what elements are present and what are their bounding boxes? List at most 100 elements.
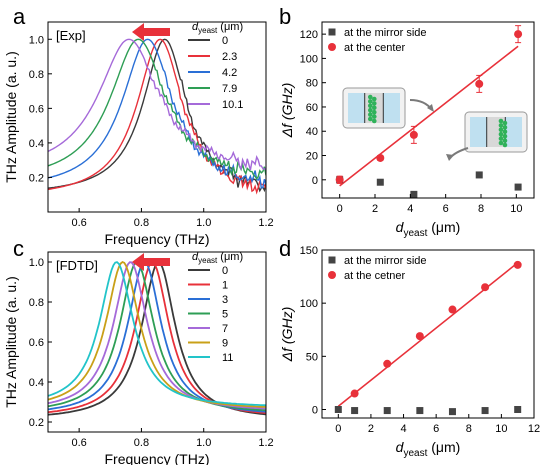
data-point-square	[481, 407, 489, 415]
panel-letter: a	[13, 4, 26, 29]
x-label-sub: yeast	[403, 228, 427, 239]
legend-label: 7	[222, 323, 228, 335]
y-tick-label: 0.6	[29, 103, 44, 115]
y-tick-label: 60	[306, 102, 318, 114]
plot-area	[48, 38, 266, 195]
plot-frame	[321, 249, 535, 419]
x-tick-label: 12	[528, 423, 540, 435]
data-point-circle	[376, 153, 385, 162]
legend-title-var: d	[192, 21, 199, 33]
legend-title-sub: yeast	[198, 26, 218, 35]
series-line-5	[48, 260, 266, 412]
yeast-cell	[367, 94, 373, 100]
yeast-cell	[502, 125, 508, 130]
x-tick-label: 8	[478, 203, 484, 215]
yeast-cell	[371, 109, 377, 115]
data-point-circle	[514, 30, 523, 39]
y-tick-label: 20	[306, 151, 318, 163]
y-tick-label: 100	[300, 53, 318, 65]
data-point-circle	[383, 359, 392, 368]
yeast-cell	[371, 96, 377, 102]
y-tick-label: 0.6	[29, 337, 44, 349]
data-point-square	[376, 178, 384, 186]
yeast-cell	[367, 116, 373, 122]
plot-area	[48, 260, 266, 416]
legend-label: 4.2	[222, 67, 237, 79]
shift-arrow	[132, 253, 170, 271]
x-tick-label: 10	[510, 203, 522, 215]
yeast-cell	[498, 140, 504, 146]
yeast-cell	[498, 118, 504, 124]
x-axis-label: Frequency (THz)	[104, 231, 209, 247]
x-tick-label: 1.2	[258, 217, 273, 229]
data-point-square	[334, 405, 342, 413]
legend-label: at the center	[344, 42, 405, 54]
shift-arrow	[132, 23, 170, 41]
x-tick-label: 0.8	[134, 217, 149, 229]
y-tick-label: 40	[306, 126, 318, 138]
series-line-9	[48, 260, 266, 408]
series-line-2.3	[48, 38, 266, 195]
yeast-cell	[498, 123, 504, 128]
x-label-unit: (μm)	[427, 219, 460, 235]
inset-center	[342, 87, 406, 129]
y-tick-label: 1.0	[29, 257, 44, 269]
legend-title-unit: (μm)	[217, 251, 243, 263]
panel-letter: b	[279, 4, 291, 29]
series-line-7	[48, 261, 266, 410]
x-label-sub: yeast	[403, 448, 427, 459]
x-tick-label: 4	[407, 203, 413, 215]
panel-tag: [Exp]	[56, 28, 86, 43]
legend-marker	[328, 28, 336, 36]
fit-line	[337, 262, 519, 407]
y-tick-label: 1.0	[29, 34, 44, 46]
x-tick-label: 2	[368, 423, 374, 435]
plot-area	[334, 260, 522, 416]
panel-tag: [FDTD]	[56, 258, 98, 273]
yeast-cell	[502, 142, 508, 148]
x-tick-label: 6	[443, 203, 449, 215]
panel-letter: d	[279, 236, 291, 261]
y-tick-label: 50	[306, 351, 318, 363]
x-axis-label: dyeast (μm)	[396, 219, 461, 239]
panel-letter: c	[13, 236, 24, 261]
legend-label: 7.9	[222, 83, 237, 95]
yeast-cell	[498, 136, 504, 141]
x-tick-label: 2	[372, 203, 378, 215]
x-label-var: d	[396, 439, 405, 455]
x-label-unit: (μm)	[427, 439, 460, 455]
yeast-cell	[367, 112, 373, 117]
legend-title-var: d	[192, 251, 199, 263]
yeast-cell	[367, 107, 373, 113]
y-tick-label: 0	[312, 175, 318, 187]
legend-label: at the cetner	[344, 270, 405, 282]
x-tick-label: 8	[466, 423, 472, 435]
legend-title-sub: yeast	[198, 256, 218, 265]
y-tick-label: 120	[300, 29, 318, 41]
plot-frame	[47, 251, 267, 433]
data-point-square	[448, 408, 456, 416]
inset-mirror	[464, 111, 528, 153]
x-tick-label: 0	[337, 203, 343, 215]
x-label-var: d	[396, 219, 405, 235]
yeast-cell	[502, 129, 508, 135]
series-line-11	[48, 261, 266, 407]
legend-label: at the mirror side	[344, 255, 427, 267]
yeast-cell	[502, 120, 508, 126]
data-point-circle	[475, 79, 484, 88]
data-point-square	[514, 405, 522, 413]
inset-arrowhead	[427, 104, 434, 112]
x-axis-label: Frequency (THz)	[104, 451, 209, 465]
data-point-square	[514, 183, 522, 191]
legend-title: dyeast (μm)	[192, 21, 243, 35]
yeast-cell	[502, 138, 508, 143]
x-tick-label: 1.2	[258, 437, 273, 449]
y-tick-label: 0.2	[29, 417, 44, 429]
y-axis-label: THz Amplitude (a. u.)	[3, 276, 19, 408]
legend-label: 0	[222, 265, 228, 277]
fit-line	[339, 45, 519, 187]
legend-label: 0	[222, 35, 228, 47]
data-point-square	[410, 190, 418, 198]
yeast-cell	[367, 99, 373, 104]
